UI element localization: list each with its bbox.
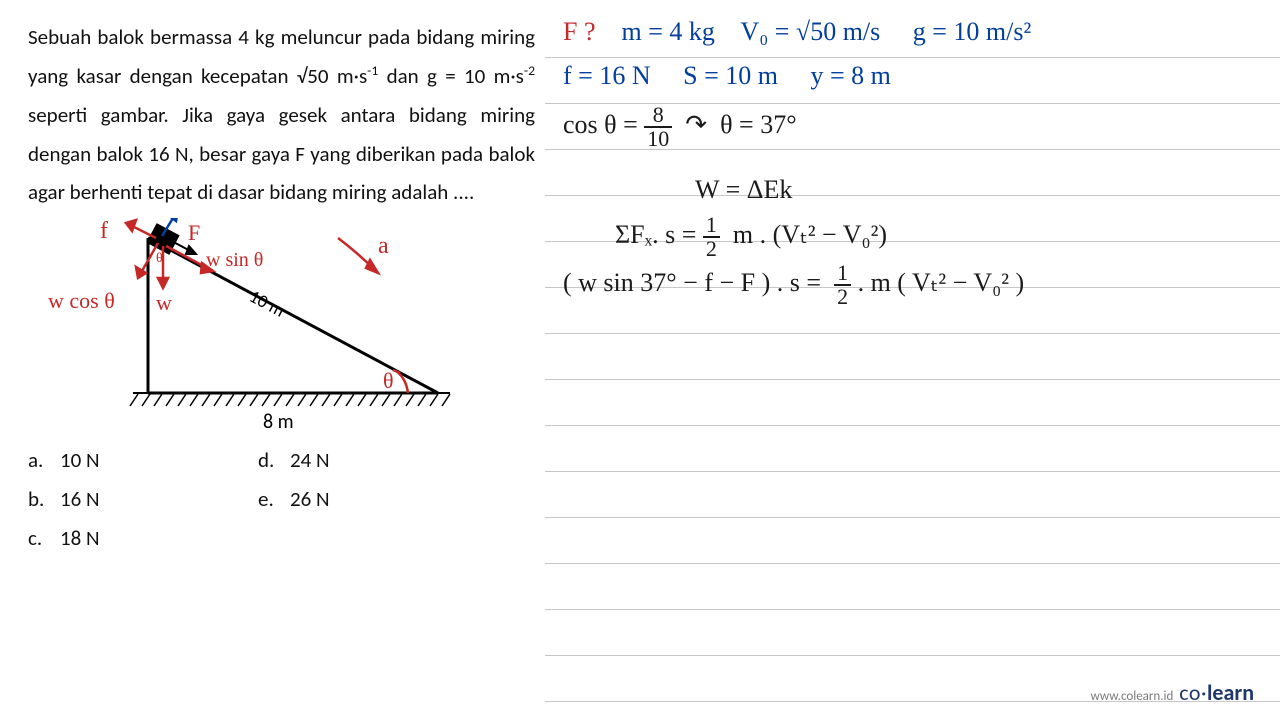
work-cos: cos θ = — [563, 110, 638, 139]
option-c: c.18 N — [28, 519, 258, 558]
w-label: w — [156, 290, 172, 315]
a-label: a — [378, 233, 389, 259]
option-e: e.26 N — [258, 480, 488, 519]
brand-co: co — [1179, 679, 1201, 706]
work-sumF: ΣFₓ. s = — [615, 220, 696, 249]
work-Fq: F ? — [563, 17, 596, 46]
work-f: f = 16 N — [563, 61, 651, 90]
handwriting-layer: F ? m = 4 kg V₀ = √50 m/s g = 10 m/s² f … — [545, 0, 1280, 720]
half2-num: 1 — [834, 262, 851, 284]
option-b-text: 16 N — [60, 480, 100, 519]
q-unit1: m·s — [329, 63, 368, 89]
option-d: d.24 N — [258, 441, 488, 480]
work-arrow: ↷ — [685, 110, 707, 139]
question-text: Sebuah balok bermassa 4 kg meluncur pada… — [28, 18, 535, 212]
half1-den: 2 — [703, 236, 720, 260]
base-label: 8 m — [263, 410, 294, 433]
half1-num: 1 — [703, 214, 720, 236]
F-label: F — [188, 220, 200, 245]
option-c-text: 18 N — [60, 519, 100, 558]
question-panel: Sebuah balok bermassa 4 kg meluncur pada… — [0, 0, 545, 720]
worked-solution-panel: F ? m = 4 kg V₀ = √50 m/s g = 10 m/s² f … — [545, 0, 1280, 720]
work-rhs2: . m ( Vₜ² − V₀² ) — [858, 268, 1025, 297]
wcos-label: w cos θ — [48, 288, 115, 313]
q-mid: dan g = 10 m·s — [378, 63, 524, 89]
option-b: b.16 N — [28, 480, 258, 519]
option-d-text: 24 N — [290, 441, 330, 480]
work-expand: ( w sin 37° − f − F ) . s = — [563, 268, 821, 297]
work-s: S = 10 m — [683, 61, 778, 90]
q-sqrt: √50 — [297, 63, 329, 89]
brand-learn: learn — [1207, 679, 1254, 706]
hyp-label: 10 m — [246, 285, 289, 322]
work-WEk: W = ΔEk — [695, 175, 792, 204]
q-part2: seperti gambar. Jika gaya gesek antara b… — [28, 102, 535, 206]
option-a-text: 10 N — [60, 441, 100, 480]
cos-den: 10 — [644, 126, 672, 150]
theta-label: θ — [383, 368, 394, 393]
wsin-label: w sin θ — [206, 249, 263, 271]
option-e-text: 26 N — [290, 480, 330, 519]
f-label: f — [100, 218, 108, 244]
half2-den: 2 — [834, 284, 851, 308]
svg-text:θ: θ — [156, 251, 163, 266]
diagram-svg: 10 m 8 m N f F — [38, 218, 478, 433]
cos-num: 8 — [650, 104, 667, 126]
incline-diagram: 10 m 8 m N f F — [38, 218, 478, 433]
work-theta: θ = 37° — [720, 110, 797, 139]
brand-url: www.colearn.id — [1091, 689, 1174, 704]
option-a: a.10 N — [28, 441, 258, 480]
work-mv2: m . (Vₜ² − V₀²) — [733, 220, 887, 249]
q-exp2: -2 — [524, 62, 535, 79]
work-g: g = 10 m/s² — [913, 17, 1032, 46]
work-v0: V₀ = √50 m/s — [740, 17, 880, 46]
brand-footer: www.colearn.id co·learn — [1091, 679, 1254, 706]
q-exp1: -1 — [367, 62, 378, 79]
options-list: a.10 N b.16 N c.18 N d.24 N e.26 N — [28, 441, 535, 558]
work-y: y = 8 m — [810, 61, 890, 90]
work-m: m = 4 kg — [622, 17, 715, 46]
N-label: N — [172, 218, 186, 223]
